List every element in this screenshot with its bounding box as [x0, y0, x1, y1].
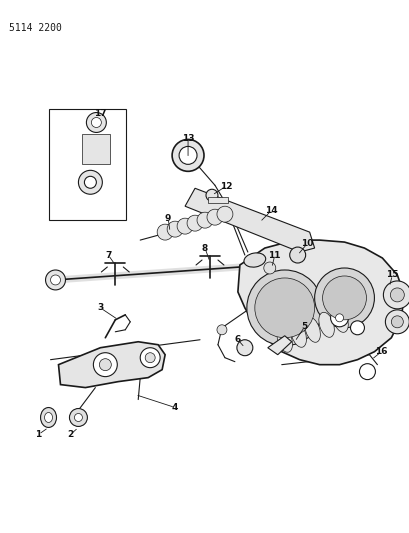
Ellipse shape	[332, 308, 347, 333]
Circle shape	[167, 221, 183, 237]
Text: 10: 10	[301, 239, 313, 248]
Circle shape	[384, 310, 408, 334]
Circle shape	[322, 276, 366, 320]
Circle shape	[157, 224, 173, 240]
Circle shape	[391, 316, 402, 328]
Ellipse shape	[45, 413, 52, 423]
Text: 3: 3	[97, 303, 103, 312]
Bar	[207, 197, 227, 203]
Circle shape	[350, 321, 364, 335]
Text: 4: 4	[171, 403, 178, 412]
Text: 2: 2	[67, 430, 73, 439]
Circle shape	[179, 147, 197, 164]
Ellipse shape	[318, 312, 333, 337]
Circle shape	[216, 325, 226, 335]
Circle shape	[69, 408, 87, 426]
Text: 5: 5	[301, 322, 307, 332]
Circle shape	[45, 270, 65, 290]
Text: 15: 15	[385, 270, 398, 279]
Circle shape	[254, 278, 314, 338]
Ellipse shape	[290, 322, 306, 348]
Circle shape	[145, 353, 155, 362]
Circle shape	[91, 117, 101, 127]
Circle shape	[216, 206, 232, 222]
Circle shape	[74, 414, 82, 422]
Circle shape	[50, 275, 61, 285]
Text: 5114 2200: 5114 2200	[9, 23, 61, 33]
Text: 9: 9	[164, 214, 171, 223]
Circle shape	[389, 288, 403, 302]
Circle shape	[197, 212, 212, 228]
Polygon shape	[267, 336, 291, 354]
Circle shape	[84, 176, 96, 188]
Circle shape	[382, 281, 409, 309]
Circle shape	[330, 309, 348, 327]
Circle shape	[140, 348, 160, 368]
Circle shape	[314, 268, 373, 328]
Text: 6: 6	[234, 335, 240, 344]
Circle shape	[289, 247, 305, 263]
Text: 8: 8	[201, 244, 208, 253]
Ellipse shape	[243, 253, 265, 267]
Circle shape	[263, 262, 275, 274]
Circle shape	[335, 314, 343, 322]
Bar	[82, 134, 110, 164]
Text: 7: 7	[105, 251, 111, 260]
Circle shape	[99, 359, 111, 370]
Text: 12: 12	[219, 182, 231, 191]
Ellipse shape	[276, 327, 292, 352]
Text: 1: 1	[35, 430, 42, 439]
Text: 11: 11	[268, 251, 280, 260]
Text: 14: 14	[265, 206, 277, 215]
Circle shape	[246, 270, 322, 346]
Circle shape	[236, 340, 252, 356]
Circle shape	[207, 209, 222, 225]
Circle shape	[86, 112, 106, 133]
Bar	[48, 109, 126, 220]
Polygon shape	[184, 188, 314, 252]
Circle shape	[359, 364, 375, 379]
Circle shape	[93, 353, 117, 377]
Circle shape	[177, 218, 193, 234]
Text: 17: 17	[94, 109, 106, 118]
Polygon shape	[58, 342, 165, 387]
Polygon shape	[237, 240, 403, 365]
Ellipse shape	[304, 317, 319, 342]
Ellipse shape	[40, 408, 56, 427]
Text: 16: 16	[374, 347, 387, 356]
Text: 13: 13	[181, 134, 194, 143]
Circle shape	[78, 171, 102, 194]
Circle shape	[205, 189, 218, 201]
Circle shape	[187, 215, 202, 231]
Circle shape	[172, 140, 204, 171]
